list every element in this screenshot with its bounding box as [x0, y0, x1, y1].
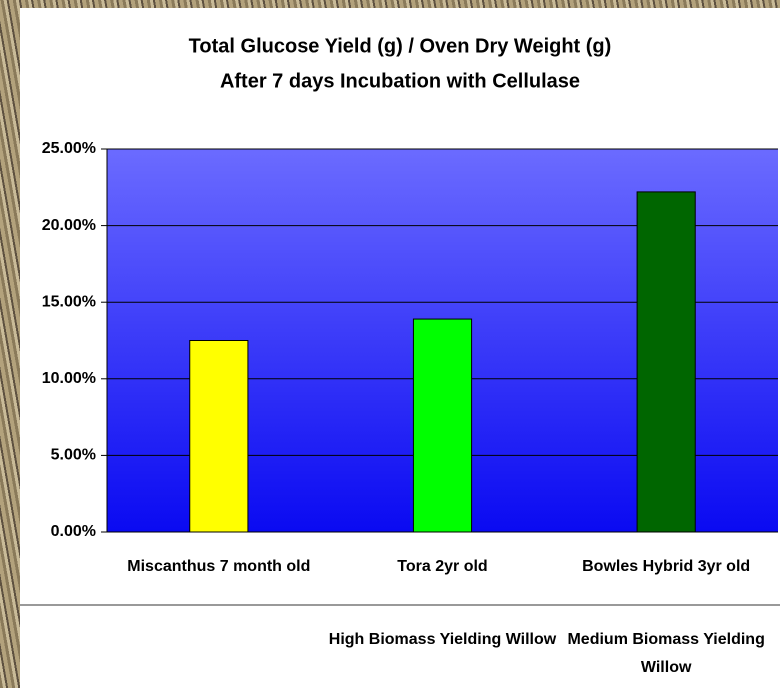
y-tick-label: 25.00%: [42, 140, 96, 157]
chart-subtitle: After 7 days Incubation with Cellulase: [220, 70, 580, 92]
y-tick-label: 10.00%: [42, 370, 96, 387]
category-note: High Biomass Yielding Willow: [328, 626, 558, 654]
bar: [413, 319, 471, 532]
y-tick-label: 5.00%: [51, 447, 96, 464]
y-tick-label: 20.00%: [42, 217, 96, 234]
category-note: Medium Biomass Yielding Willow: [551, 626, 780, 682]
chart-title: Total Glucose Yield (g) / Oven Dry Weigh…: [189, 35, 612, 57]
x-tick-label: Tora 2yr old: [328, 553, 558, 581]
chart: Total Glucose Yield (g) / Oven Dry Weigh…: [0, 0, 780, 688]
bar: [190, 341, 248, 533]
y-tick-label: 15.00%: [42, 293, 96, 310]
x-tick-label: Miscanthus 7 month old: [104, 553, 334, 581]
x-tick-label: Bowles Hybrid 3yr old: [551, 553, 780, 581]
bar: [637, 192, 695, 532]
page: Total Glucose Yield (g) / Oven Dry Weigh…: [0, 0, 780, 688]
y-tick-label: 0.00%: [51, 523, 96, 540]
